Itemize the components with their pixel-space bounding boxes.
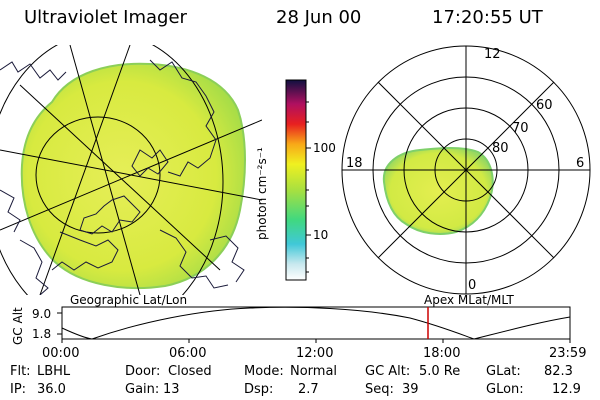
colorbar-tick-100: 100 xyxy=(313,141,336,155)
geographic-image xyxy=(0,45,262,295)
time-tick-0000: 00:00 xyxy=(42,346,80,361)
geographic-grid xyxy=(0,45,262,295)
dsp-label: Dsp: xyxy=(244,382,274,397)
time-tick-1800: 18:00 xyxy=(423,346,461,361)
coastlines xyxy=(0,59,245,295)
time-tick-1200: 12:00 xyxy=(296,346,334,361)
time-tick-0600: 06:00 xyxy=(169,346,207,361)
time-tick-2359: 23:59 xyxy=(549,346,587,361)
altitude-ytick-bottom: 1.8 xyxy=(32,327,52,341)
ip-label: IP: xyxy=(10,382,27,397)
mlt-label-6: 6 xyxy=(576,156,585,171)
seq-label: Seq: xyxy=(365,382,394,397)
color-scale-bar xyxy=(285,79,307,281)
mode-value: Normal xyxy=(290,364,338,379)
altitude-ticks xyxy=(57,312,571,343)
gc-alt-label: GC Alt: xyxy=(365,364,411,379)
right-panel-label: Apex MLat/MLT xyxy=(424,293,514,307)
filter-value: LBHL xyxy=(37,364,71,379)
observation-date: 28 Jun 00 xyxy=(276,7,362,28)
seq-value: 39 xyxy=(402,382,419,397)
door-value: Closed xyxy=(168,364,212,379)
altitude-ylabel: GC Alt xyxy=(11,307,25,345)
mlt-label-18: 18 xyxy=(346,156,363,171)
altitude-ytick-top: 9.0 xyxy=(32,307,52,321)
lat-label-70: 70 xyxy=(512,121,529,136)
lat-label-80: 80 xyxy=(492,141,509,156)
gc-alt-value: 5.0 Re xyxy=(419,364,461,379)
left-panel-label: Geographic Lat/Lon xyxy=(70,293,188,307)
colorbar-unit-label: photon cm⁻²s⁻¹ xyxy=(255,147,269,240)
mlt-label-12: 12 xyxy=(484,47,501,62)
lat-label-60: 60 xyxy=(536,98,553,113)
polar-plot xyxy=(341,45,591,295)
altitude-curve xyxy=(61,306,571,340)
glon-value: 12.9 xyxy=(552,382,581,397)
glon-label: GLon: xyxy=(486,382,524,397)
ip-value: 36.0 xyxy=(37,382,66,397)
mode-label: Mode: xyxy=(244,364,284,379)
mlt-label-0: 0 xyxy=(468,278,477,293)
door-label: Door: xyxy=(125,364,161,379)
instrument-title: Ultraviolet Imager xyxy=(24,7,187,28)
gain-label: Gain: xyxy=(125,382,160,397)
glat-value: 82.3 xyxy=(544,364,573,379)
gain-value: 13 xyxy=(163,382,180,397)
filter-label: Flt: xyxy=(10,364,31,379)
glat-label: GLat: xyxy=(486,364,521,379)
colorbar-ticks xyxy=(306,101,311,273)
colorbar-tick-10: 10 xyxy=(313,228,329,242)
dsp-value: 2.7 xyxy=(298,382,319,397)
auroral-oval-image xyxy=(382,147,494,235)
observation-time: 17:20:55 UT xyxy=(432,7,543,28)
altitude-plot xyxy=(57,306,571,343)
